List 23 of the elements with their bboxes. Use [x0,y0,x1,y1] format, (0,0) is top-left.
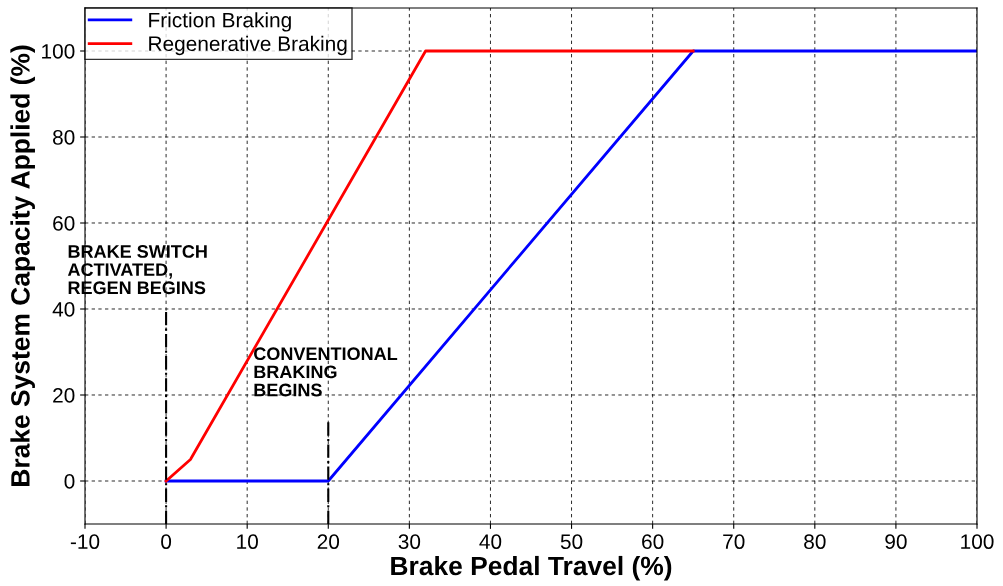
y-tick-label: 60 [53,216,75,231]
legend-label: Friction Braking [149,12,291,32]
y-tick-label: 20 [53,388,75,403]
y-axis-title: Brake System Capacity Applied (%) [10,45,35,486]
x-tick-label: 10 [237,534,258,550]
y-tick-label: 0 [64,474,75,489]
x-tick-label: 100 [961,534,994,550]
ref-line-label: CONVENTIONAL BRAKING BEGINS [254,347,398,397]
x-tick-label: 40 [479,534,502,550]
legend-label: Regenerative Braking [149,35,347,56]
x-tick-label: 80 [804,534,826,550]
x-tick-label: -10 [70,534,100,550]
y-tick-label: 80 [53,130,75,145]
x-tick-label: 50 [560,534,583,550]
x-tick-label: 60 [642,534,664,550]
y-tick-label: 40 [52,302,75,317]
x-tick-label: 30 [398,534,421,550]
x-tick-label: 70 [723,534,745,550]
x-tick-label: 20 [317,534,340,550]
y-tick-label: 100 [42,44,75,59]
x-tick-label: 0 [161,534,172,550]
x-tick-label: 90 [885,534,907,550]
x-axis-title: Brake Pedal Travel (%) [391,555,672,581]
